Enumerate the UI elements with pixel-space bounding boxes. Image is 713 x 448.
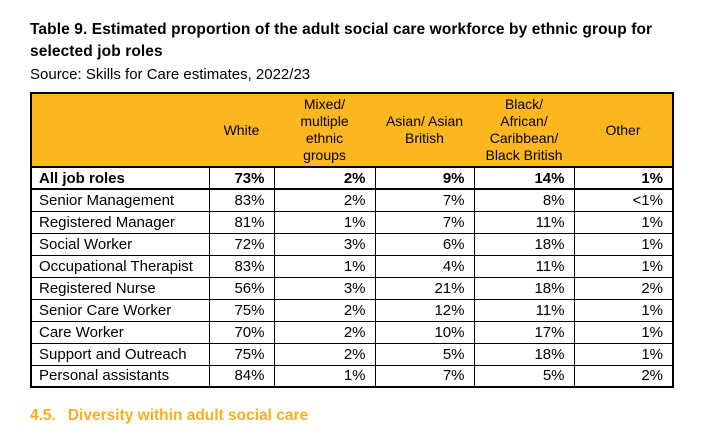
- cell-value: 1%: [573, 298, 674, 322]
- cell-value: 8%: [473, 188, 575, 212]
- cell-value: 2%: [273, 166, 376, 190]
- cell-value: 70%: [208, 320, 275, 344]
- cell-value: <1%: [573, 188, 674, 212]
- cell-value: 3%: [273, 232, 376, 256]
- cell-value: 11%: [473, 210, 575, 234]
- cell-value: 5%: [473, 364, 575, 388]
- cell-value: 2%: [573, 276, 674, 300]
- cell-value: 83%: [208, 188, 275, 212]
- cell-value: 75%: [208, 342, 275, 366]
- cell-value: 11%: [473, 254, 575, 278]
- header-cell: Other: [574, 93, 673, 168]
- cell-value: 21%: [374, 276, 475, 300]
- cell-value: 14%: [473, 166, 575, 190]
- row-label: All job roles: [30, 166, 210, 190]
- row-label: Senior Management: [30, 188, 210, 212]
- table-row: Senior Care Worker 75% 2% 12% 11% 1%: [30, 298, 674, 322]
- table-row: Registered Manager 81% 1% 7% 11% 1%: [30, 210, 674, 234]
- section-heading: 4.5. Diversity within adult social care: [30, 407, 308, 425]
- cell-value: 1%: [573, 166, 674, 190]
- cell-value: 1%: [273, 254, 376, 278]
- row-label: Social Worker: [30, 232, 210, 256]
- cell-value: 18%: [473, 276, 575, 300]
- cell-value: 7%: [374, 210, 475, 234]
- table-row: All job roles 73% 2% 9% 14% 1%: [30, 166, 674, 190]
- cell-value: 83%: [208, 254, 275, 278]
- row-label: Senior Care Worker: [30, 298, 210, 322]
- cell-value: 56%: [208, 276, 275, 300]
- table-header-row: White Mixed/ multiple ethnic groups Asian/…: [31, 93, 673, 168]
- header-cell: Asian/ Asian British: [375, 93, 474, 168]
- cell-value: 7%: [374, 364, 475, 388]
- row-label: Registered Nurse: [30, 276, 210, 300]
- cell-value: 18%: [473, 232, 575, 256]
- table-body: All job roles 73% 2% 9% 14% 1% Senior Manageme…: [30, 166, 674, 388]
- cell-value: 17%: [473, 320, 575, 344]
- cell-value: 2%: [273, 298, 376, 322]
- cell-value: 18%: [473, 342, 575, 366]
- cell-value: 9%: [374, 166, 475, 190]
- section-title: Diversity within adult social care: [67, 407, 309, 424]
- cell-value: 81%: [208, 210, 275, 234]
- table-row: Care Worker 70% 2% 10% 17% 1%: [30, 320, 674, 344]
- cell-value: 11%: [473, 298, 575, 322]
- header-cell: Black/ African/ Caribbean/ Black British: [474, 93, 574, 168]
- row-label: Personal assistants: [30, 364, 210, 388]
- cell-value: 1%: [573, 232, 674, 256]
- cell-value: 1%: [573, 320, 674, 344]
- table-row: Social Worker 72% 3% 6% 18% 1%: [30, 232, 674, 256]
- cell-value: 1%: [273, 364, 376, 388]
- header-cell-empty: [31, 93, 209, 168]
- cell-value: 5%: [374, 342, 475, 366]
- row-label: Registered Manager: [30, 210, 210, 234]
- cell-value: 12%: [374, 298, 475, 322]
- cell-value: 1%: [573, 210, 674, 234]
- cell-value: 1%: [573, 342, 674, 366]
- cell-value: 2%: [273, 342, 376, 366]
- row-label: Occupational Therapist: [30, 254, 210, 278]
- cell-value: 2%: [273, 320, 376, 344]
- header-cell: White: [209, 93, 274, 168]
- cell-value: 75%: [208, 298, 275, 322]
- cell-value: 73%: [208, 166, 275, 190]
- table-row: Support and Outreach 75% 2% 5% 18% 1%: [30, 342, 674, 366]
- header-cell: Mixed/ multiple ethnic groups: [274, 93, 375, 168]
- section-number: 4.5.: [30, 407, 56, 424]
- cell-value: 2%: [273, 188, 376, 212]
- cell-value: 10%: [374, 320, 475, 344]
- cell-value: 4%: [374, 254, 475, 278]
- cell-value: 84%: [208, 364, 275, 388]
- row-label: Care Worker: [30, 320, 210, 344]
- table-row: Occupational Therapist 83% 1% 4% 11% 1%: [30, 254, 674, 278]
- table-row: Registered Nurse 56% 3% 21% 18% 2%: [30, 276, 674, 300]
- cell-value: 1%: [573, 254, 674, 278]
- cell-value: 72%: [208, 232, 275, 256]
- row-label: Support and Outreach: [30, 342, 210, 366]
- cell-value: 2%: [573, 364, 674, 388]
- table-title: Table 9. Estimated proportion of the adu…: [30, 21, 653, 60]
- source-line: Source: Skills for Care estimates, 2022/…: [30, 66, 311, 83]
- table-row: Personal assistants 84% 1% 7% 5% 2%: [30, 364, 674, 388]
- table-row: Senior Management 83% 2% 7% 8% <1%: [30, 188, 674, 212]
- cell-value: 6%: [374, 232, 475, 256]
- cell-value: 7%: [374, 188, 475, 212]
- cell-value: 1%: [273, 210, 376, 234]
- ethnic-group-table: White Mixed/ multiple ethnic groups Asian/…: [30, 92, 674, 388]
- cell-value: 3%: [273, 276, 376, 300]
